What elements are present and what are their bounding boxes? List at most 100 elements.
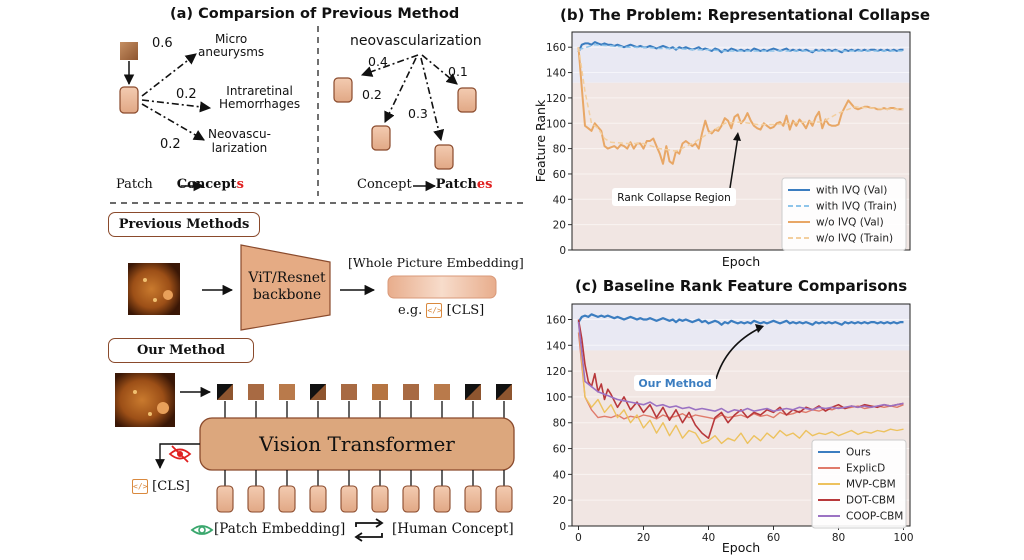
legend-entry: w/o IVQ (Val) bbox=[816, 217, 884, 229]
patch-node bbox=[333, 77, 353, 103]
plot-frame bbox=[571, 31, 911, 251]
legend-box bbox=[811, 439, 907, 529]
weight-label: 0.3 bbox=[408, 106, 428, 121]
chart-b-title: (b) The Problem: Representational Collap… bbox=[560, 6, 931, 24]
our-method-label: Our Method bbox=[108, 338, 254, 363]
weight-label: 0.1 bbox=[448, 64, 468, 79]
annotation-arrowhead bbox=[755, 324, 764, 333]
fundus-image-2 bbox=[115, 373, 175, 427]
y-axis-label: Feature Rank bbox=[533, 99, 548, 182]
y-tick-label: 160 bbox=[546, 42, 566, 54]
x-tick-label: 60 bbox=[767, 532, 780, 544]
eg-cls-label: e.g. </> [CLS] bbox=[398, 303, 485, 318]
cls-output-label: </> [CLS] bbox=[132, 479, 190, 494]
eye-icon bbox=[190, 525, 214, 535]
annotation-arrow bbox=[729, 135, 739, 189]
series-line-explicd bbox=[577, 332, 904, 420]
weight-label: 0.2 bbox=[362, 87, 382, 102]
series-line-w-o-ivq-train- bbox=[577, 47, 904, 152]
concept-label-hemorrhages: Intraretinal Hemorrhages bbox=[219, 84, 301, 111]
legend-entry: with IVQ (Val) bbox=[816, 185, 887, 197]
legend-entry: ExplicD bbox=[846, 463, 885, 475]
annotation-arrow bbox=[715, 327, 761, 380]
y-tick-label: 20 bbox=[553, 220, 566, 232]
background-band bbox=[572, 32, 910, 83]
y-tick-label: 160 bbox=[546, 314, 566, 326]
legend-entry: with IVQ (Train) bbox=[816, 201, 897, 213]
patch-node bbox=[434, 144, 454, 170]
y-tick-label: 80 bbox=[553, 418, 566, 430]
previous-methods-label: Previous Methods bbox=[108, 212, 260, 237]
eye-slash-icon bbox=[168, 445, 192, 463]
swap-arrows-icon bbox=[354, 518, 384, 542]
y-tick-label: 100 bbox=[546, 118, 566, 130]
concept-label-neovascularization: Neovascu- larization bbox=[208, 127, 271, 155]
patch-node bbox=[457, 87, 477, 113]
legend-entry: MVP-CBM bbox=[846, 479, 896, 491]
annotation-arrowhead bbox=[733, 132, 741, 141]
x-tick-label: 20 bbox=[637, 532, 650, 544]
code-icon: </> bbox=[426, 303, 443, 318]
vision-transformer-label: Vision Transformer bbox=[259, 432, 455, 456]
caption-patch-to-concepts: Patch Concepts bbox=[116, 177, 244, 192]
y-tick-label: 140 bbox=[546, 68, 566, 80]
y-tick-label: 20 bbox=[553, 495, 566, 507]
y-tick-label: 120 bbox=[546, 366, 566, 378]
weight-label: 0.2 bbox=[176, 87, 197, 102]
background-band bbox=[572, 304, 910, 351]
backbone-label: ViT/Resnet backbone bbox=[248, 270, 326, 303]
x-tick-label: 80 bbox=[832, 532, 845, 544]
source-patch bbox=[120, 42, 138, 60]
weight-label: 0.4 bbox=[368, 54, 388, 69]
plot-frame bbox=[571, 303, 911, 527]
x-tick-label: 100 bbox=[893, 532, 913, 544]
series-line-w-o-ivq-val- bbox=[577, 47, 904, 165]
y-tick-label: 40 bbox=[553, 469, 566, 481]
weight-label: 0.6 bbox=[152, 36, 173, 51]
left-diagram-art bbox=[110, 26, 525, 513]
series-line-with-ivq-val- bbox=[577, 41, 904, 54]
y-tick-label: 60 bbox=[553, 444, 566, 456]
y-tick-label: 0 bbox=[559, 521, 566, 533]
legend-entry: w/o IVQ (Train) bbox=[816, 233, 893, 245]
concept-label-microaneurysms: Micro aneurysms bbox=[198, 32, 265, 59]
caption-concept-to-patches: Concept Patches bbox=[357, 177, 493, 192]
y-tick-label: 60 bbox=[553, 169, 566, 181]
fundus-image bbox=[128, 263, 180, 315]
y-tick-label: 140 bbox=[546, 340, 566, 352]
code-icon: </> bbox=[132, 479, 148, 494]
patch-node bbox=[371, 125, 391, 151]
y-tick-label: 40 bbox=[553, 194, 566, 206]
annotation-text: Our Method bbox=[638, 377, 711, 390]
chart-c: 0 20 40 60 80 100 120 140 160 0 20 40 60 80 100 Epoch Ou… bbox=[546, 303, 914, 555]
x-axis-label: Epoch bbox=[722, 540, 760, 555]
series-line-ours bbox=[577, 313, 904, 326]
weight-label: 0.2 bbox=[160, 137, 181, 152]
whole-picture-embedding-label: [Whole Picture Embedding] bbox=[348, 255, 524, 270]
concept-node bbox=[119, 86, 139, 114]
legend-box bbox=[781, 177, 907, 251]
legend-entry: Ours bbox=[846, 447, 871, 459]
patch-embedding-label: [Patch Embedding] bbox=[214, 521, 346, 537]
backbone-trapezoid bbox=[240, 244, 331, 331]
patch-embedding-row bbox=[216, 485, 513, 513]
y-tick-label: 0 bbox=[559, 245, 566, 257]
annotation-text: Rank Collapse Region bbox=[617, 192, 730, 204]
concept-title: neovascularization bbox=[350, 33, 482, 49]
chart-b: 0 20 40 60 80 100 120 140 160 Epoch Feature Rank wi… bbox=[533, 31, 911, 269]
x-axis-label: Epoch bbox=[722, 254, 760, 269]
human-concept-label: [Human Concept] bbox=[392, 521, 514, 537]
x-tick-label: 0 bbox=[575, 532, 582, 544]
annotation-box bbox=[612, 188, 736, 206]
y-tick-label: 100 bbox=[546, 392, 566, 404]
panel-a-title: (a) Comparsion of Previous Method bbox=[170, 6, 460, 22]
x-tick-label: 40 bbox=[702, 532, 715, 544]
whole-picture-embedding bbox=[387, 275, 497, 299]
chart-c-title: (c) Baseline Rank Feature Comparisons bbox=[575, 277, 908, 295]
legend-entry: DOT-CBM bbox=[846, 495, 895, 507]
y-tick-label: 120 bbox=[546, 93, 566, 105]
top-patch-row bbox=[217, 384, 512, 400]
annotation-box bbox=[634, 375, 716, 391]
series-line-with-ivq-train- bbox=[578, 43, 904, 52]
